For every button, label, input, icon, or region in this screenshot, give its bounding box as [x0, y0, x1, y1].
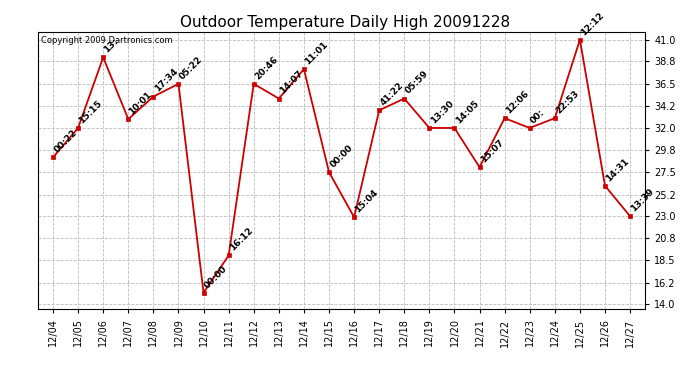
Text: 00:00: 00:00 — [328, 143, 355, 170]
Text: 00:00: 00:00 — [203, 264, 229, 290]
Text: 13:39: 13:39 — [629, 187, 656, 213]
Text: 20:46: 20:46 — [253, 54, 279, 81]
Text: 41:22: 41:22 — [378, 81, 405, 108]
Text: 05:59: 05:59 — [404, 69, 430, 96]
Text: 12:12: 12:12 — [579, 10, 606, 37]
Text: 14:31: 14:31 — [604, 156, 631, 183]
Text: 13:30: 13:30 — [428, 99, 455, 125]
Text: 00:: 00: — [529, 108, 546, 125]
Text: 00:22: 00:22 — [52, 128, 79, 154]
Text: 22:53: 22:53 — [554, 89, 581, 116]
Text: Copyright 2009 Dartronics.com: Copyright 2009 Dartronics.com — [41, 36, 172, 45]
Text: 15:15: 15:15 — [77, 99, 104, 125]
Text: 14:05: 14:05 — [454, 99, 480, 125]
Text: 17:34: 17:34 — [152, 67, 179, 94]
Text: 16:12: 16:12 — [228, 226, 255, 253]
Text: Outdoor Temperature Daily High 20091228: Outdoor Temperature Daily High 20091228 — [180, 15, 510, 30]
Text: 15:04: 15:04 — [353, 188, 380, 214]
Text: 11:01: 11:01 — [303, 40, 330, 66]
Text: 13:: 13: — [102, 37, 120, 55]
Text: 15:07: 15:07 — [479, 138, 505, 165]
Text: 14:07: 14:07 — [278, 69, 305, 96]
Text: 10:01: 10:01 — [128, 90, 154, 116]
Text: 05:22: 05:22 — [178, 55, 204, 81]
Text: 12:06: 12:06 — [504, 89, 531, 116]
